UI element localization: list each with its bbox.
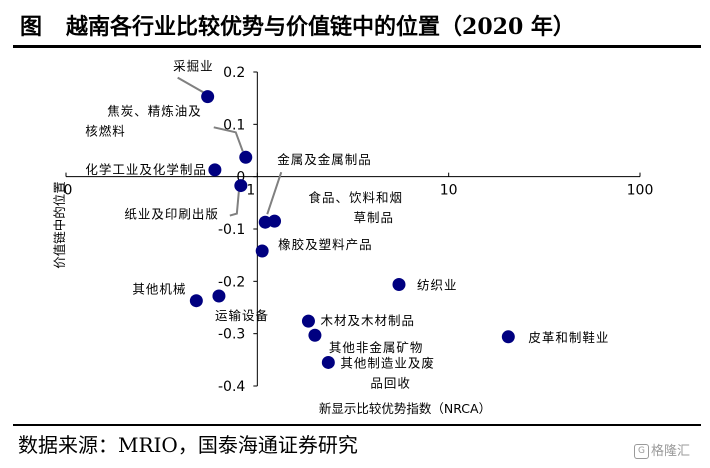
- data-label: 皮革和制鞋业: [528, 330, 609, 345]
- y-tick-label: -0.3: [218, 327, 245, 343]
- data-label: 化学工业及化学制品: [85, 162, 207, 177]
- data-point: [212, 289, 226, 303]
- footer-rule: [13, 424, 701, 426]
- y-tick-label: -0.4: [218, 379, 245, 395]
- data-point: [208, 163, 222, 177]
- data-label: 品回收: [370, 375, 411, 390]
- figure-title-text: 越南各行业比较优势与价值链中的位置（2020 年）: [66, 14, 575, 40]
- leader-line: [266, 171, 283, 215]
- data-label: 其他制造业及废: [340, 355, 435, 370]
- y-tick-label: 0.2: [223, 65, 245, 81]
- data-point: [189, 294, 203, 308]
- figure-title: 图 越南各行业比较优势与价值链中的位置（2020 年）: [20, 8, 575, 42]
- x-tick-label: 100: [627, 183, 654, 199]
- data-label: 橡胶及塑料产品: [278, 237, 373, 252]
- x-tick-label: 0: [64, 183, 73, 199]
- data-point: [268, 214, 282, 228]
- data-source: 数据来源：MRIO，国泰海通证券研究: [18, 433, 358, 457]
- data-point: [392, 277, 406, 291]
- data-label: 金属及金属制品: [277, 152, 372, 167]
- data-label: 运输设备: [215, 308, 269, 323]
- data-point: [501, 330, 515, 344]
- title-rule: [13, 45, 701, 48]
- data-label: 焦炭、精炼油及: [107, 103, 202, 118]
- data-point: [255, 244, 269, 258]
- data-label: 其他非金属矿物: [329, 340, 424, 355]
- data-label: 草制品: [354, 210, 395, 225]
- data-label: 木材及木材制品: [320, 313, 415, 328]
- x-tick-label: 10: [440, 183, 458, 199]
- leader-line: [177, 76, 207, 95]
- data-label: 食品、饮料和烟: [309, 190, 404, 205]
- data-point: [201, 90, 215, 104]
- y-tick-label: -0.2: [218, 274, 245, 290]
- y-tick-label: 0: [236, 170, 245, 186]
- leader-line: [229, 191, 240, 217]
- data-label: 采掘业: [173, 59, 214, 74]
- x-tick-label: 1: [246, 183, 255, 199]
- x-axis-title: 新显示比较优势指数（NRCA）: [319, 401, 491, 416]
- watermark: G 格隆汇: [634, 440, 690, 459]
- data-label: 纸业及印刷出版: [124, 207, 219, 222]
- y-tick-label: -0.1: [218, 222, 245, 238]
- data-point: [308, 328, 322, 342]
- data-label: 核燃料: [85, 123, 126, 138]
- data-point: [239, 150, 253, 164]
- figure-title-prefix: 图: [20, 14, 43, 40]
- data-point: [301, 314, 315, 328]
- data-label: 其他机械: [132, 282, 186, 297]
- y-tick-label: 0.1: [223, 117, 245, 133]
- data-point: [321, 355, 335, 369]
- data-point: [234, 179, 248, 193]
- watermark-text: 格隆汇: [651, 444, 691, 459]
- data-label: 纺织业: [417, 277, 458, 292]
- y-axis-title: 价值链中的位置: [52, 181, 67, 269]
- watermark-logo-icon: G: [634, 444, 649, 459]
- leader-line: [213, 126, 244, 152]
